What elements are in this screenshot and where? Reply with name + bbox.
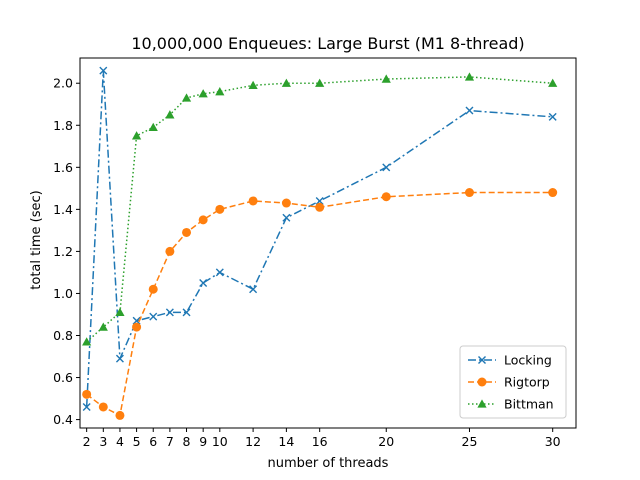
x-tick-label: 7: [166, 434, 174, 449]
locking-point: [315, 196, 324, 205]
y-tick-label: 1.4: [53, 202, 73, 217]
rigtorp-point: [548, 188, 558, 198]
locking-point: [132, 316, 141, 325]
x-tick-label: 3: [99, 434, 107, 449]
legend-entry-bittman: Bittman: [468, 397, 554, 412]
legend-entry-rigtorp: Rigtorp: [468, 375, 550, 390]
y-tick-label: 1.0: [53, 286, 73, 301]
rigtorp-point: [98, 402, 108, 412]
locking-point: [215, 268, 224, 277]
bittman-point: [98, 322, 108, 331]
legend-label-bittman: Bittman: [504, 397, 554, 412]
y-axis-label: total time (sec): [29, 190, 44, 289]
x-tick-label: 10: [212, 434, 228, 449]
rigtorp-point: [281, 198, 291, 208]
plot-frame: [79, 57, 577, 429]
legend-label-rigtorp: Rigtorp: [504, 375, 550, 390]
series-rigtorp: [82, 188, 558, 420]
rigtorp-point: [315, 202, 325, 212]
rigtorp-point: [182, 227, 192, 237]
bittman-point: [381, 74, 391, 83]
x-tick-label: 25: [462, 434, 478, 449]
rigtorp-point: [381, 192, 391, 202]
locking-point: [182, 308, 191, 317]
bittman-point: [148, 122, 158, 132]
y-tick-label: 0.4: [53, 412, 73, 427]
x-tick-label: 12: [245, 434, 261, 449]
x-tick-label: 14: [278, 434, 294, 449]
legend-marker-bittman: [477, 399, 487, 408]
bittman-point: [181, 93, 192, 102]
bittman-point: [131, 131, 142, 140]
y-tick-label: 2.0: [53, 76, 73, 91]
series-bittman: [82, 72, 558, 346]
legend-marker-rigtorp: [477, 377, 487, 387]
x-tick-label: 4: [116, 434, 124, 449]
bittman-point: [315, 78, 325, 87]
locking-point: [115, 354, 124, 363]
x-tick-label: 16: [312, 434, 328, 449]
locking-point: [99, 66, 108, 75]
bittman-point: [198, 89, 208, 98]
rigtorp-point: [165, 246, 175, 256]
x-tick-label: 30: [545, 434, 561, 449]
locking-point: [382, 163, 391, 172]
x-tick-label: 9: [199, 434, 207, 449]
bittman-point: [215, 87, 225, 96]
locking-point: [149, 312, 158, 321]
legend-entry-locking: Locking: [468, 353, 552, 368]
rigtorp-point: [464, 188, 474, 198]
bittman-point: [82, 337, 92, 346]
legend-label-locking: Locking: [504, 353, 552, 368]
x-tick-label: 2: [83, 434, 91, 449]
locking-point: [249, 285, 258, 294]
bittman-point: [548, 78, 558, 87]
bittman-point: [165, 110, 175, 119]
y-tick-label: 1.6: [53, 160, 73, 175]
rigtorp-point: [82, 389, 92, 399]
x-tick-label: 8: [183, 434, 191, 449]
y-tick-label: 0.8: [53, 328, 73, 343]
locking-point: [199, 278, 208, 287]
locking-point: [82, 402, 91, 411]
x-tick-label: 20: [378, 434, 394, 449]
y-tick-label: 0.6: [53, 370, 73, 385]
bittman-point: [248, 80, 258, 90]
chart-title: 10,000,000 Enqueues: Large Burst (M1 8-t…: [131, 34, 524, 53]
legend-box: [459, 345, 567, 419]
rigtorp-point: [215, 204, 225, 214]
rigtorp-point: [148, 284, 158, 294]
y-tick-label: 1.8: [53, 118, 73, 133]
rigtorp-point: [198, 215, 208, 225]
locking-point: [465, 106, 474, 115]
bittman-point: [464, 72, 475, 81]
x-tick-label: 6: [149, 434, 157, 449]
series-locking: [82, 66, 557, 411]
legend-marker-locking: [478, 356, 486, 364]
bittman-point: [115, 307, 125, 317]
x-axis-label: number of threads: [268, 456, 389, 471]
locking-point: [548, 112, 557, 121]
y-tick-label: 1.2: [53, 244, 73, 259]
rigtorp-line: [86, 191, 553, 417]
x-tick-label: 5: [133, 434, 141, 449]
rigtorp-point: [132, 322, 142, 332]
bittman-point: [281, 78, 291, 87]
legend: Locking Rigtorp Bittman: [459, 345, 567, 419]
rigtorp-point: [248, 196, 258, 206]
locking-point: [165, 308, 174, 317]
rigtorp-point: [115, 410, 125, 420]
locking-point: [282, 213, 291, 222]
